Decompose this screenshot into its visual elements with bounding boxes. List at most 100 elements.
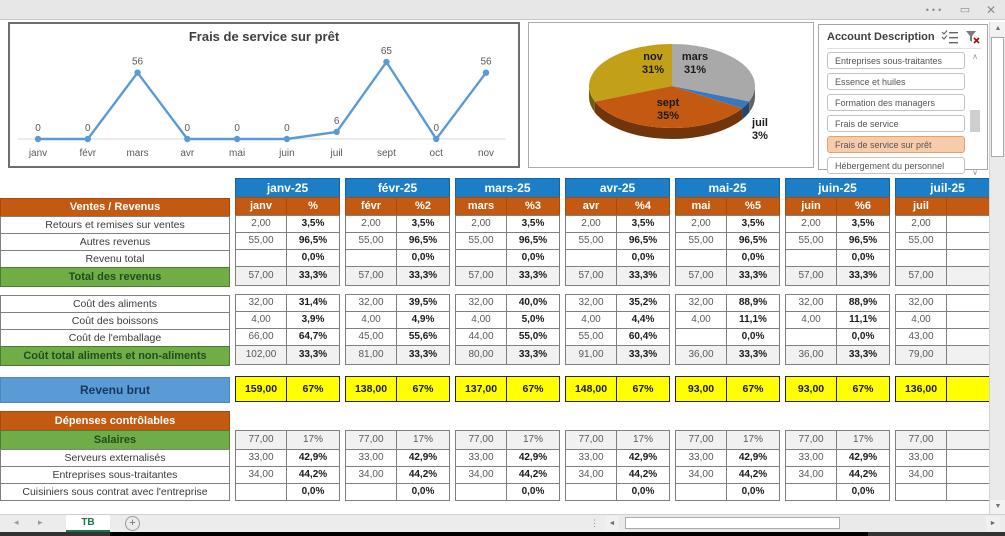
add-sheet-button[interactable]: + — [125, 516, 140, 531]
slicer-item[interactable]: Hébergement du personnel — [827, 157, 965, 174]
table-cell[interactable]: 32,00 — [455, 294, 507, 312]
table-cell[interactable]: 81,00 — [345, 345, 397, 365]
table-cell[interactable]: 60,4% — [616, 328, 670, 346]
table-cell[interactable]: mai-25 — [675, 178, 780, 198]
slicer-scrollbar[interactable]: ∧ ∨ — [969, 52, 981, 178]
table-cell[interactable]: 4,9% — [396, 311, 450, 329]
table-cell[interactable]: 42,9% — [836, 449, 890, 467]
table-cell[interactable]: 0,0% — [836, 249, 890, 267]
table-cell[interactable]: 0,0% — [396, 249, 450, 267]
table-cell[interactable]: 67% — [286, 376, 340, 402]
horizontal-scroll-thumb[interactable] — [625, 517, 840, 529]
table-cell[interactable]: 34,00 — [235, 466, 287, 484]
table-cell[interactable]: 33,3% — [616, 345, 670, 365]
table-cell[interactable]: %2 — [396, 197, 450, 216]
table-cell[interactable]: 33,00 — [345, 449, 397, 467]
table-cell[interactable]: 33,00 — [785, 449, 837, 467]
table-cell[interactable]: 45,00 — [345, 328, 397, 346]
table-cell[interactable]: Total des revenus — [0, 267, 230, 287]
table-cell[interactable]: 77,00 — [565, 430, 617, 450]
table-cell[interactable]: 36,00 — [675, 345, 727, 365]
table-cell[interactable]: 96,5% — [396, 232, 450, 250]
table-cell[interactable]: 136,00 — [895, 376, 947, 402]
sheet-tab-tb[interactable]: TB — [66, 515, 110, 532]
slicer-scroll-up-icon[interactable]: ∧ — [972, 52, 978, 61]
table-cell[interactable]: 137,00 — [455, 376, 507, 402]
table-cell[interactable] — [235, 483, 287, 501]
restore-window-icon[interactable]: ▭ — [959, 4, 971, 16]
table-cell[interactable]: 57,00 — [895, 266, 947, 286]
table-cell[interactable] — [235, 249, 287, 267]
table-cell[interactable]: 67% — [726, 376, 780, 402]
table-cell[interactable]: Coût total aliments et non-aliments — [0, 346, 230, 366]
table-cell[interactable]: 35,2% — [616, 294, 670, 312]
table-cell[interactable]: 3,5% — [726, 215, 780, 233]
table-cell[interactable]: 40,0% — [506, 294, 560, 312]
table-cell[interactable]: 88,9% — [836, 294, 890, 312]
table-cell[interactable]: 4,00 — [345, 311, 397, 329]
table-cell[interactable]: 55,00 — [565, 232, 617, 250]
vertical-scrollbar[interactable]: ▲ ▼ — [989, 22, 1005, 514]
table-cell[interactable]: 4,00 — [565, 311, 617, 329]
table-cell[interactable]: 93,00 — [675, 376, 727, 402]
table-cell[interactable]: 57,00 — [565, 266, 617, 286]
table-cell[interactable]: 64,7% — [286, 328, 340, 346]
table-cell[interactable] — [345, 483, 397, 501]
table-cell[interactable]: 0,0% — [726, 249, 780, 267]
table-cell[interactable]: 34,00 — [785, 466, 837, 484]
table-cell[interactable]: 17% — [726, 430, 780, 450]
table-cell[interactable]: 2,00 — [565, 215, 617, 233]
table-cell[interactable]: 36,00 — [785, 345, 837, 365]
table-cell[interactable]: 34,00 — [455, 466, 507, 484]
table-cell[interactable]: 96,5% — [616, 232, 670, 250]
table-cell[interactable]: juin — [785, 197, 837, 216]
table-cell[interactable]: 3,5% — [506, 215, 560, 233]
table-cell[interactable]: févr-25 — [345, 178, 450, 198]
table-cell[interactable]: 44,2% — [836, 466, 890, 484]
table-cell[interactable]: 77,00 — [235, 430, 287, 450]
table-cell[interactable]: 2,00 — [785, 215, 837, 233]
table-cell[interactable]: 96,5% — [286, 232, 340, 250]
table-cell[interactable]: 34,00 — [675, 466, 727, 484]
table-cell[interactable]: 148,00 — [565, 376, 617, 402]
table-cell[interactable]: Revenu total — [0, 250, 230, 268]
table-cell[interactable] — [565, 249, 617, 267]
table-cell[interactable]: 0,0% — [616, 249, 670, 267]
table-cell[interactable]: 33,00 — [675, 449, 727, 467]
table-cell[interactable]: juil-25 — [895, 178, 1000, 198]
table-cell[interactable]: 44,2% — [726, 466, 780, 484]
table-cell[interactable]: Coût des boissons — [0, 312, 230, 330]
table-cell[interactable]: Revenu brut — [0, 377, 230, 403]
table-cell[interactable]: 57,00 — [785, 266, 837, 286]
table-cell[interactable]: 42,9% — [396, 449, 450, 467]
table-cell[interactable]: 32,00 — [565, 294, 617, 312]
table-cell[interactable]: 67% — [506, 376, 560, 402]
table-cell[interactable]: 17% — [396, 430, 450, 450]
table-cell[interactable]: 55,00 — [235, 232, 287, 250]
table-cell[interactable]: Retours et remises sur ventes — [0, 216, 230, 234]
table-cell[interactable]: mars-25 — [455, 178, 560, 198]
table-cell[interactable]: 77,00 — [455, 430, 507, 450]
table-cell[interactable]: 67% — [836, 376, 890, 402]
table-cell[interactable]: avr — [565, 197, 617, 216]
table-cell[interactable]: janv-25 — [235, 178, 340, 198]
table-cell[interactable]: 31,4% — [286, 294, 340, 312]
table-cell[interactable]: 11,1% — [836, 311, 890, 329]
scroll-right-icon[interactable]: ► — [986, 516, 1000, 531]
table-cell[interactable]: 17% — [506, 430, 560, 450]
table-cell[interactable]: juin-25 — [785, 178, 890, 198]
table-cell[interactable] — [675, 328, 727, 346]
table-cell[interactable]: 77,00 — [345, 430, 397, 450]
table-cell[interactable]: %3 — [506, 197, 560, 216]
scroll-left-icon[interactable]: ◄ — [605, 516, 619, 531]
table-cell[interactable]: 2,00 — [455, 215, 507, 233]
table-cell[interactable]: 67% — [616, 376, 670, 402]
table-cell[interactable]: 0,0% — [836, 483, 890, 501]
table-cell[interactable]: 80,00 — [455, 345, 507, 365]
sheet-nav-right-icon[interactable]: ▸ — [38, 517, 43, 527]
table-cell[interactable]: 0,0% — [396, 483, 450, 501]
table-cell[interactable]: 33,00 — [565, 449, 617, 467]
splitter-handle[interactable]: ⋮ — [590, 518, 600, 528]
table-cell[interactable]: 3,5% — [286, 215, 340, 233]
table-cell[interactable]: 79,00 — [895, 345, 947, 365]
